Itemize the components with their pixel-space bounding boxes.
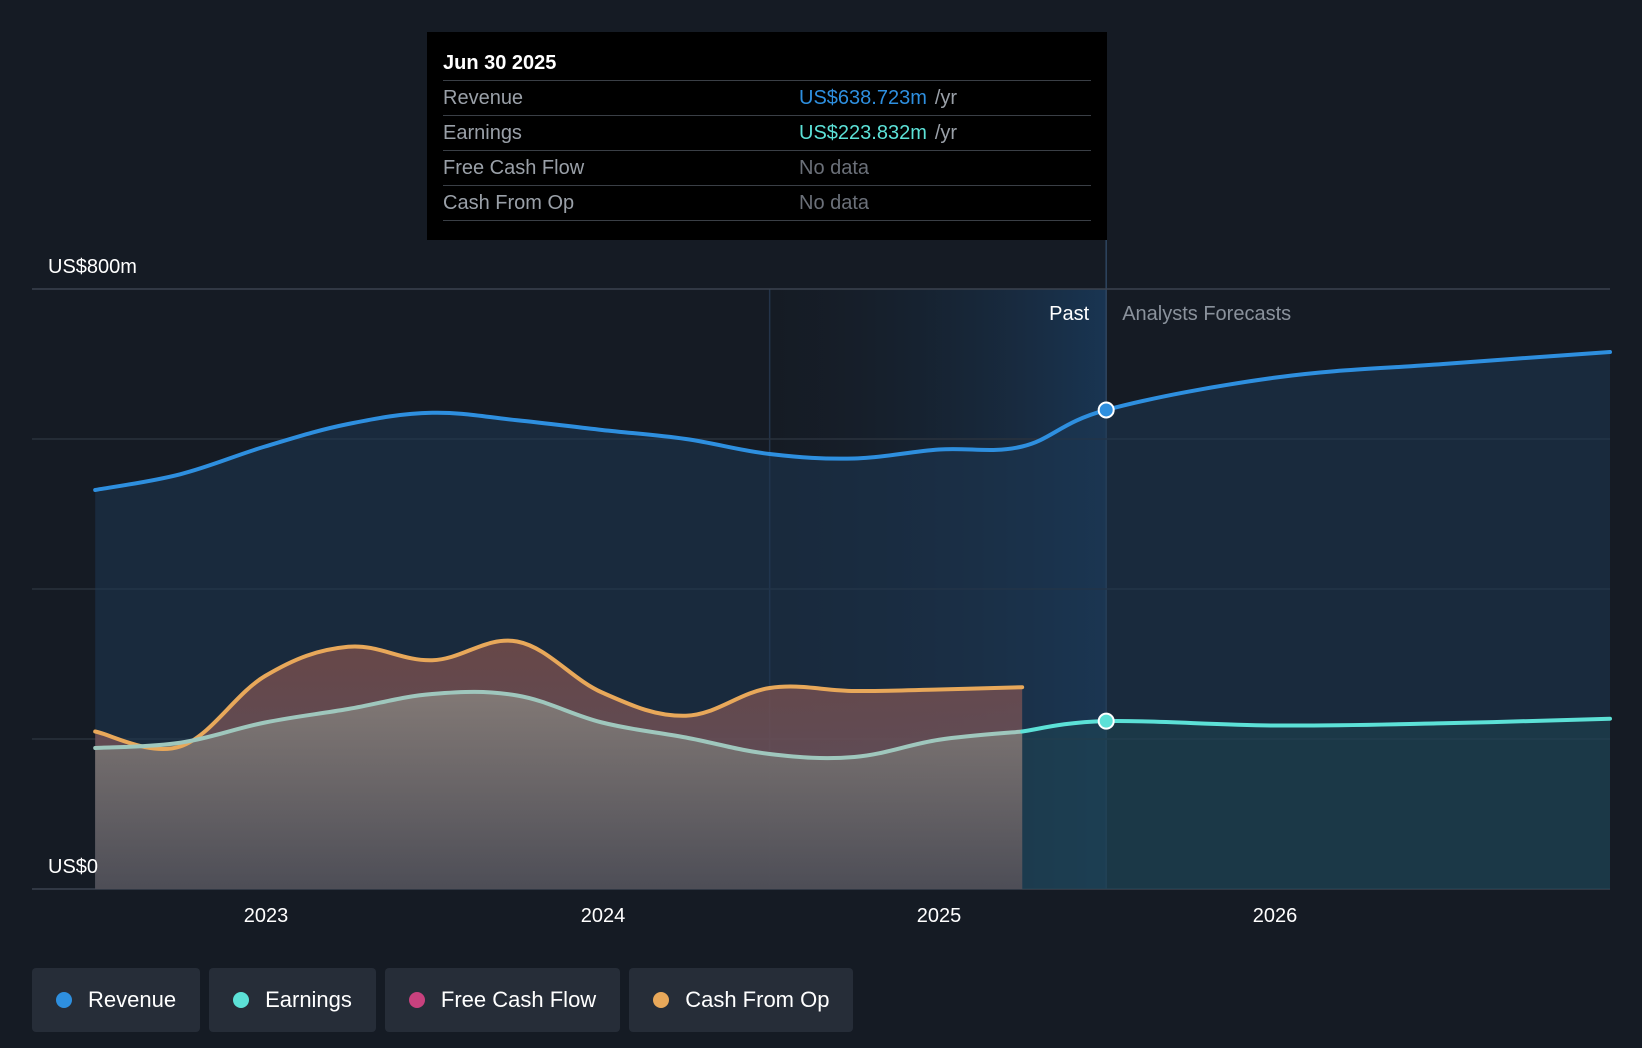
legend-item-free-cash-flow[interactable]: Free Cash Flow — [384, 968, 621, 1032]
legend-dot-icon — [56, 992, 72, 1008]
tooltip-unit: /yr — [934, 122, 958, 144]
legend-label: Free Cash Flow — [440, 987, 597, 1012]
y-axis-bottom-label: US$0 — [48, 856, 98, 878]
tooltip-label: Free Cash Flow — [443, 157, 585, 179]
x-tick-label: 2025 — [917, 905, 962, 927]
tooltip-value: No data — [799, 192, 870, 214]
cash-from-op-line — [93, 638, 1025, 752]
tooltip-value: US$638.723m — [799, 87, 927, 109]
legend-label: Earnings — [265, 987, 352, 1012]
tooltip-row-cash-from-op: Cash From Op No data — [443, 185, 1091, 221]
tooltip-label: Cash From Op — [443, 192, 575, 214]
legend: Revenue Earnings Free Cash Flow Cash Fro… — [32, 968, 854, 1032]
x-tick-label: 2024 — [581, 905, 626, 927]
legend-dot-icon — [653, 992, 670, 1008]
x-tick-label: 2026 — [1253, 905, 1298, 927]
tooltip-value: US$223.832m — [799, 122, 927, 144]
tooltip-row-earnings: Earnings US$223.832m /yr — [443, 115, 1091, 150]
revenue-line — [93, 350, 1612, 492]
tooltip-row-revenue: Revenue US$638.723m /yr — [443, 80, 1091, 115]
tooltip-unit: /yr — [934, 87, 958, 109]
earnings-line — [1020, 716, 1612, 734]
revenue-marker — [1097, 401, 1115, 419]
tooltip: Jun 30 2025 Revenue US$638.723m /yr Earn… — [427, 32, 1107, 240]
forecast-label: Analysts Forecasts — [1122, 303, 1291, 325]
tooltip-row-free-cash-flow: Free Cash Flow No data — [443, 150, 1091, 185]
legend-item-revenue[interactable]: Revenue — [32, 968, 201, 1032]
tooltip-date: Jun 30 2025 — [443, 52, 557, 74]
tooltip-label: Earnings — [443, 122, 522, 144]
earnings-marker — [1097, 712, 1115, 730]
legend-label: Revenue — [88, 987, 177, 1012]
earnings-area-past — [95, 691, 1023, 889]
x-tick-label: 2023 — [244, 905, 289, 927]
y-axis-top-label: US$800m — [48, 256, 137, 278]
tooltip-label: Revenue — [443, 87, 524, 109]
legend-item-cash-from-op[interactable]: Cash From Op — [629, 968, 854, 1032]
tooltip-value: No data — [799, 157, 870, 179]
earnings-line-past — [93, 689, 1025, 761]
legend-dot-icon — [233, 992, 250, 1008]
legend-dot-icon — [408, 992, 425, 1008]
past-label: Past — [1049, 303, 1089, 325]
legend-label: Cash From Op — [685, 987, 830, 1012]
legend-item-earnings[interactable]: Earnings — [209, 968, 376, 1032]
